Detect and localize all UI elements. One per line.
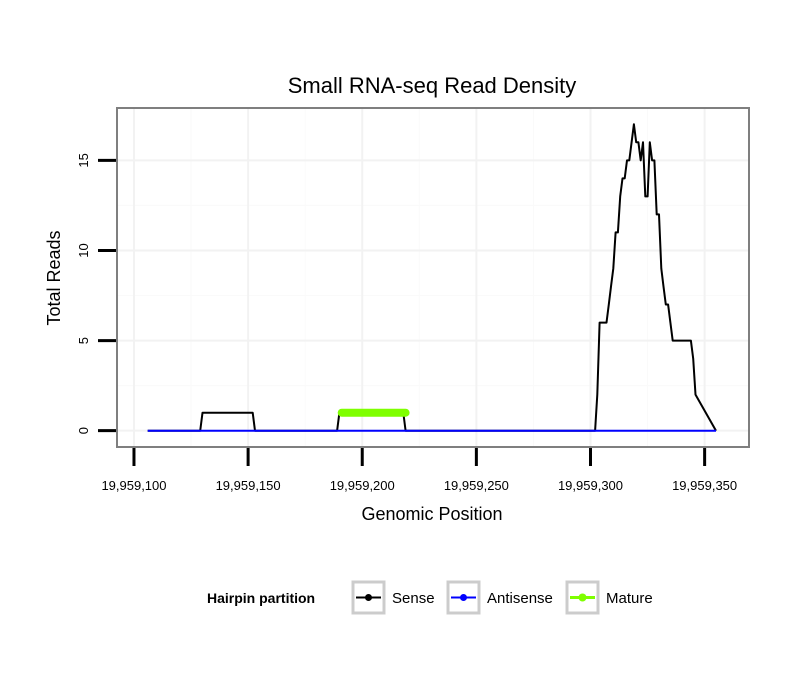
legend-label-mature: Mature <box>606 590 653 607</box>
x-axis-title: Genomic Position <box>361 504 502 524</box>
x-tick-label: 19,959,200 <box>330 478 395 493</box>
chart-title: Small RNA-seq Read Density <box>288 73 577 98</box>
y-tick-label: 5 <box>76 337 91 344</box>
legend-title: Hairpin partition <box>207 590 315 606</box>
legend-item-mature: Mature <box>565 580 653 615</box>
y-tick-label: 10 <box>76 243 91 257</box>
x-tick-label: 19,959,350 <box>672 478 737 493</box>
legend-item-antisense: Antisense <box>446 580 553 615</box>
plot-lines <box>147 123 717 432</box>
x-tick-label: 19,959,100 <box>101 478 166 493</box>
legend-label-antisense: Antisense <box>487 590 553 607</box>
plot-panel-border <box>116 107 750 448</box>
legend-key-mature-dot <box>578 593 587 602</box>
y-axis-title: Total Reads <box>44 230 64 325</box>
legend: Hairpin partition Sense Antisense Mature <box>207 580 653 615</box>
y-tick-label: 0 <box>76 427 91 434</box>
legend-key-antisense-dot <box>460 594 467 601</box>
y-axis: 0 5 10 15 <box>76 153 116 434</box>
legend-key-sense-dot <box>365 594 372 601</box>
legend-item-sense: Sense <box>351 580 435 615</box>
x-tick-label: 19,959,150 <box>216 478 281 493</box>
legend-label-sense: Sense <box>392 590 435 607</box>
x-axis: 19,959,100 19,959,150 19,959,200 19,959,250… <box>101 448 737 493</box>
x-tick-label: 19,959,250 <box>444 478 509 493</box>
x-tick-label: 19,959,300 <box>558 478 623 493</box>
y-tick-label: 15 <box>76 153 91 167</box>
